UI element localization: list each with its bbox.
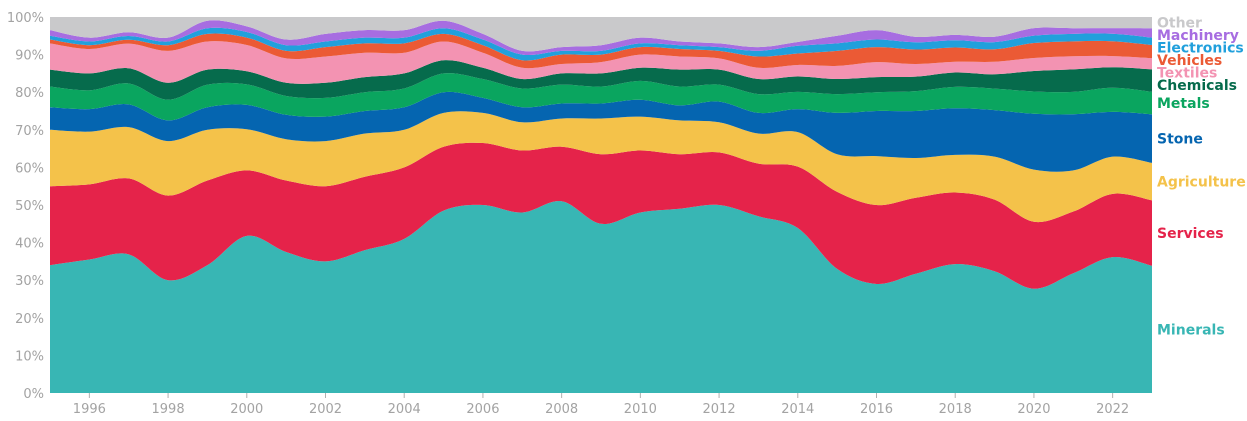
x-tick-label: 2004 xyxy=(388,402,421,417)
area-machinery xyxy=(50,20,1152,56)
legend-label-services: Services xyxy=(1157,226,1224,242)
x-tick-label: 2014 xyxy=(781,402,814,417)
area-minerals xyxy=(50,201,1152,393)
area-other xyxy=(50,17,1152,52)
legend-label-stone: Stone xyxy=(1157,132,1203,148)
legend-label-vehicles: Vehicles xyxy=(1157,53,1222,69)
x-tick-label: 1996 xyxy=(73,402,106,417)
legend-label-electronics: Electronics xyxy=(1157,41,1244,57)
legend-label-chemicals: Chemicals xyxy=(1157,78,1237,94)
x-tick-label: 1998 xyxy=(152,402,185,417)
x-tick-label: 2022 xyxy=(1096,402,1129,417)
y-tick-label: 80% xyxy=(15,86,44,101)
y-tick-label: 70% xyxy=(15,124,44,139)
x-tick-label: 2006 xyxy=(466,402,499,417)
legend-label-metals: Metals xyxy=(1157,96,1210,112)
area-services xyxy=(50,142,1152,289)
x-tick-label: 2008 xyxy=(545,402,578,417)
y-tick-label: 30% xyxy=(15,274,44,289)
legend-label-agriculture: Agriculture xyxy=(1157,175,1246,191)
series-areas xyxy=(50,17,1152,393)
area-textiles xyxy=(50,41,1152,84)
y-tick-label: 20% xyxy=(15,312,44,327)
y-tick-label: 100% xyxy=(7,11,44,26)
x-tick-label: 2010 xyxy=(624,402,657,417)
legend: OtherMachineryElectronicsVehiclesTextile… xyxy=(1157,16,1246,339)
area-stone xyxy=(50,91,1152,172)
y-tick-label: 0% xyxy=(23,387,44,402)
x-tick-label: 2020 xyxy=(1017,402,1050,417)
legend-label-minerals: Minerals xyxy=(1157,322,1225,338)
area-chemicals xyxy=(50,60,1152,100)
x-tick-label: 2012 xyxy=(703,402,736,417)
y-tick-label: 50% xyxy=(15,199,44,214)
y-tick-label: 60% xyxy=(15,161,44,176)
x-tick-label: 2016 xyxy=(860,402,893,417)
area-vehicles xyxy=(50,33,1152,69)
area-metals xyxy=(50,73,1152,121)
x-axis: 1996 1998 2000 2002 2004 2006 2008 2010 2012 2014… xyxy=(73,393,1129,417)
area-agriculture xyxy=(50,111,1152,223)
x-tick-label: 2018 xyxy=(939,402,972,417)
y-axis: 0% 10% 20% 30% 40% 50% 60% 70% 80% 90% 100% xyxy=(7,11,44,402)
legend-label-other: Other xyxy=(1157,16,1202,32)
y-tick-label: 90% xyxy=(15,49,44,64)
x-tick-label: 2002 xyxy=(309,402,342,417)
legend-label-textiles: Textiles xyxy=(1157,66,1217,82)
legend-label-machinery: Machinery xyxy=(1157,28,1239,44)
y-tick-label: 10% xyxy=(15,349,44,364)
area-electronics xyxy=(50,27,1152,61)
y-tick-label: 40% xyxy=(15,237,44,252)
x-tick-label: 2000 xyxy=(230,402,263,417)
